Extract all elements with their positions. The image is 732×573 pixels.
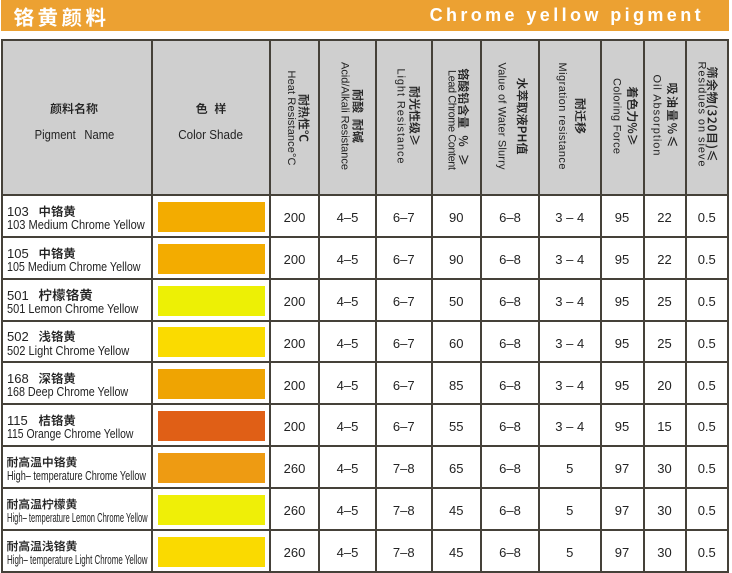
svg-text:Residues on sieve: Residues on sieve <box>695 62 707 167</box>
svg-text:Acid/Alkali Resistance: Acid/Alkali Resistance <box>338 62 350 170</box>
svg-text:Value of Water Slurry: Value of Water Slurry <box>496 63 508 171</box>
svg-text:Migration resistance: Migration resistance <box>556 63 568 170</box>
svg-text:Heat Resistance°C: Heat Resistance°C <box>285 70 297 165</box>
svg-text:Coloring Force: Coloring Force <box>611 78 623 154</box>
svg-text:Light Resistance: Light Resistance <box>394 69 406 164</box>
svg-text:Lead Chrome Content: Lead Chrome Content <box>446 70 458 170</box>
svg-text:Oil Absorption: Oil Absorption <box>650 75 662 156</box>
